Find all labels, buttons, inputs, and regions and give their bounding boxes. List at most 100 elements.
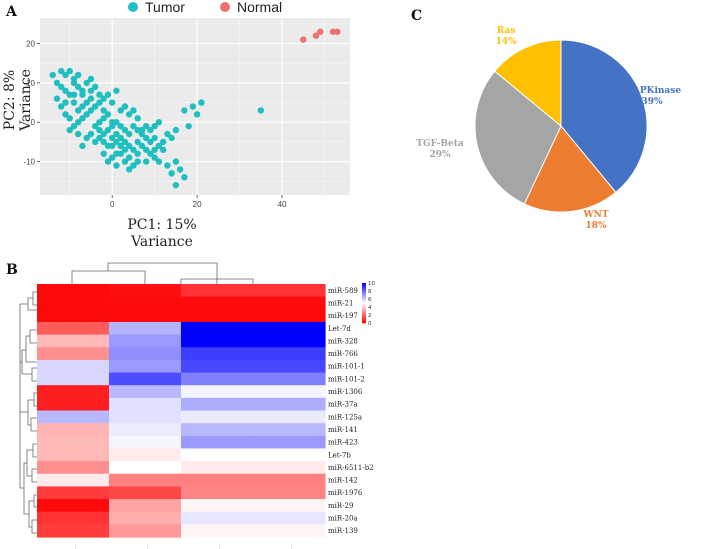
- point-tumor: [134, 115, 141, 122]
- colorbar-segment: [362, 313, 366, 315]
- colorbar-segment: [362, 306, 366, 308]
- heatmap-cell: [253, 448, 326, 462]
- pie-label-ras: Ras: [497, 26, 516, 36]
- heatmap-cell: [109, 296, 182, 310]
- point-tumor: [100, 130, 107, 138]
- heatmap-cell: [37, 385, 110, 399]
- x-tick-label: 0: [110, 200, 115, 209]
- y-tick-label: 10: [26, 79, 35, 88]
- point-tumor: [96, 119, 103, 126]
- heatmap-cell: [37, 334, 110, 348]
- heatmap-row-label: Let-7d: [328, 325, 351, 333]
- heatmap-cell: [109, 347, 182, 361]
- heatmap-cell: [37, 524, 110, 538]
- point-tumor: [75, 71, 82, 79]
- point-tumor: [108, 134, 116, 142]
- point-tumor: [125, 142, 133, 150]
- pie-slice-wnt: [523, 125, 617, 213]
- colorbar-segment: [362, 315, 366, 317]
- colorbar-segment: [362, 292, 366, 294]
- heatmap-cell: [253, 486, 326, 500]
- point-tumor: [79, 115, 86, 122]
- point-tumor: [96, 126, 103, 134]
- panel-label-b: B: [6, 262, 18, 278]
- colorbar-segment: [362, 314, 366, 316]
- point-tumor: [108, 142, 116, 150]
- point-tumor: [159, 146, 167, 153]
- colorbar-tick-label: 8: [368, 289, 372, 295]
- heatmap-cell: [109, 397, 182, 412]
- heatmap-cell: [109, 359, 182, 374]
- point-tumor: [142, 158, 150, 165]
- pie-percent-ras: 14%: [495, 37, 517, 47]
- point-tumor: [172, 158, 180, 165]
- heatmap-cell: [109, 461, 182, 475]
- point-tumor: [257, 107, 265, 114]
- point-tumor: [87, 95, 95, 102]
- pie-label-mapkinase: MAPKinase: [623, 86, 681, 96]
- heatmap-row-label: miR-21: [328, 299, 353, 307]
- pie-label-tgf-beta: TGF-Beta: [416, 139, 464, 149]
- point-tumor: [168, 134, 175, 142]
- heatmap-cell: [253, 284, 326, 298]
- point-tumor: [66, 67, 73, 75]
- colorbar-segment: [362, 317, 366, 319]
- point-tumor: [104, 126, 112, 134]
- pie-percent-wnt: 18%: [585, 221, 607, 231]
- point-tumor: [58, 83, 65, 91]
- point-tumor: [125, 166, 133, 173]
- colorbar-segment: [362, 308, 366, 310]
- heatmap-cell: [181, 423, 254, 437]
- point-tumor: [142, 122, 150, 130]
- point-tumor: [87, 75, 95, 83]
- point-tumor: [96, 134, 103, 142]
- heatmap-row-label: miR-1976: [328, 489, 363, 497]
- colorbar-segment: [362, 321, 366, 323]
- heatmap-cell: [37, 397, 110, 412]
- heatmap-cell: [37, 473, 110, 487]
- colorbar-segment: [362, 293, 366, 295]
- colorbar-segment: [362, 284, 366, 286]
- heatmap-cell: [181, 284, 254, 298]
- heatmap-cell: [109, 511, 182, 525]
- colorbar-segment: [362, 295, 366, 297]
- point-tumor: [83, 79, 90, 87]
- heatmap-cell: [181, 334, 254, 348]
- y-axis-label-line2: Variance: [18, 69, 34, 132]
- heatmap-cell: [181, 486, 254, 500]
- heatmap-cell: [109, 309, 182, 323]
- point-tumor: [70, 99, 78, 106]
- colorbar-segment: [362, 300, 366, 302]
- colorbar-segment: [362, 319, 366, 321]
- heatmap-column-label: ____: [144, 545, 148, 549]
- point-tumor: [151, 122, 158, 130]
- heatmap-cell: [181, 435, 254, 450]
- colorbar-segment: [362, 305, 366, 307]
- point-tumor: [198, 99, 205, 106]
- colorbar-segment: [362, 302, 366, 304]
- heatmap-cell: [109, 284, 182, 298]
- point-tumor: [96, 91, 103, 98]
- point-tumor: [92, 83, 99, 91]
- scatter-chart: 0 20 40 -10 0 10 20 Tumor Normal PC1: 15% Vari…: [2, 0, 350, 250]
- colorbar-tick-label: 0: [368, 321, 372, 327]
- point-tumor: [138, 142, 146, 150]
- colorbar-tick-label: 6: [368, 297, 372, 303]
- heatmap-row-label: miR-589: [328, 287, 358, 295]
- heatmap-cell: [109, 321, 182, 336]
- colorbar-segment: [362, 298, 366, 300]
- point-tumor: [189, 103, 197, 110]
- point-tumor: [138, 126, 146, 134]
- point-tumor: [113, 150, 120, 157]
- heatmap-row-label: miR-766: [328, 350, 358, 358]
- point-tumor: [147, 138, 154, 146]
- heatmap-cell: [181, 296, 254, 310]
- y-tick-label: 20: [26, 40, 35, 49]
- heatmap-cell: [253, 372, 326, 386]
- point-tumor: [130, 122, 137, 130]
- colorbar-segment: [362, 290, 366, 292]
- point-tumor: [104, 111, 112, 118]
- heatmap-cell: [109, 473, 182, 487]
- point-tumor: [100, 115, 107, 122]
- heatmap-row-label: miR-101-2: [328, 375, 365, 383]
